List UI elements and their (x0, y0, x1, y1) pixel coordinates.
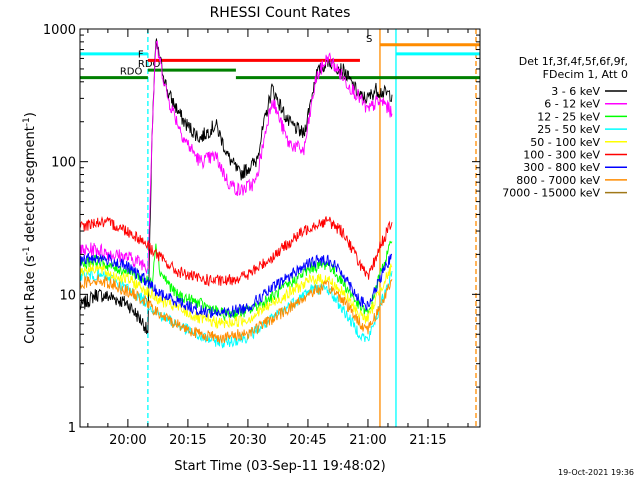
y-tick-label: 1000 (43, 23, 76, 38)
legend-label: 25 - 50 keV (537, 123, 600, 136)
legend-label: 12 - 25 keV (537, 110, 600, 123)
chart-title: RHESSI Count Rates (210, 5, 351, 21)
legend: Det 1f,3f,4f,5f,6f,9f, FDecim 1, Att 0 3… (502, 55, 628, 200)
series-line (79, 216, 393, 287)
legend-header-2: FDecim 1, Att 0 (543, 68, 628, 81)
x-tick-label: 20:15 (169, 433, 206, 448)
series-line (79, 274, 393, 344)
series-line (79, 40, 393, 275)
x-axis-label: Start Time (03-Sep-11 19:48:02) (174, 459, 385, 474)
x-tick-label: 20:30 (229, 433, 266, 448)
series-line (79, 38, 393, 335)
y-tick-label: 1 (68, 421, 76, 436)
series-line (79, 252, 393, 319)
legend-label: 800 - 7000 keV (516, 174, 600, 187)
y-tick-label: 10 (59, 288, 76, 303)
state-bar-label: S (366, 34, 372, 45)
legend-label: 300 - 800 keV (523, 161, 600, 174)
y-axis-label: Count Rate (s-1 detector segment-1) (22, 112, 38, 344)
legend-label: 100 - 300 keV (523, 149, 600, 162)
generation-timestamp: 19-Oct-2021 19:36 (558, 468, 634, 477)
x-axis-ticks: 20:00 20:15 20:30 20:45 21:00 21:15 (87, 29, 469, 448)
x-tick-label: 21:00 (349, 433, 386, 448)
x-tick-label: 20:45 (289, 433, 326, 448)
legend-header-1: Det 1f,3f,4f,5f,6f,9f, (519, 55, 628, 68)
y-axis-ticks: 1 10 100 1000 (43, 23, 480, 436)
y-tick-label: 100 (51, 156, 76, 171)
legend-label: 6 - 12 keV (544, 98, 600, 111)
legend-label: 7000 - 15000 keV (502, 187, 600, 200)
series-line (79, 262, 393, 329)
plot-frame (79, 28, 481, 428)
state-bar-label: RDO (120, 67, 143, 78)
legend-label: 50 - 100 keV (530, 136, 600, 149)
state-bar-label: F (138, 49, 144, 60)
legend-label: 3 - 6 keV (551, 85, 600, 98)
series-lines (79, 38, 393, 349)
state-bar-label: RDO (138, 59, 161, 70)
series-line (79, 268, 393, 349)
x-tick-label: 21:15 (409, 433, 446, 448)
x-tick-label: 20:00 (109, 433, 146, 448)
